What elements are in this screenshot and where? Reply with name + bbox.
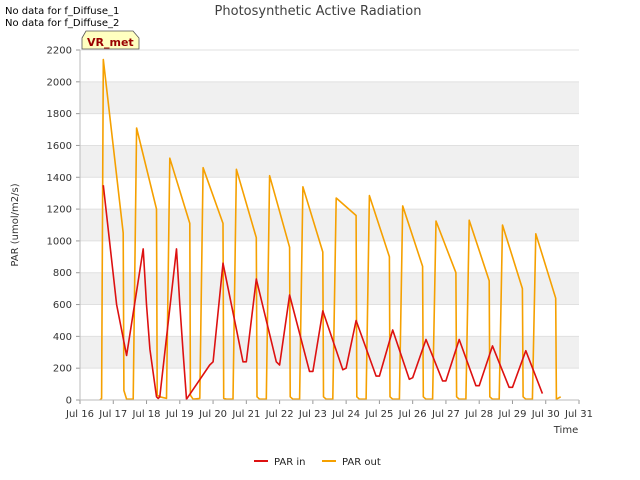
series-line-par-in	[102, 185, 544, 401]
band	[80, 81, 579, 114]
y-tick-label: 2000	[47, 77, 72, 88]
x-tick-label: Jul 26	[398, 409, 427, 420]
y-tick-label: 200	[53, 364, 72, 375]
band	[80, 145, 579, 178]
x-tick-label: Jul 17	[98, 409, 127, 420]
band	[80, 209, 579, 241]
x-tick-label: Jul 27	[431, 409, 460, 420]
background-bands	[80, 81, 579, 369]
series-lines	[99, 58, 562, 401]
y-axis-label: PAR (umol/m2/s)	[10, 183, 21, 266]
band	[80, 336, 579, 369]
y-tick-label: 400	[53, 332, 72, 343]
legend-par-in-label: PAR in	[274, 457, 305, 468]
series-line-par-out	[99, 58, 562, 401]
x-tick-label: Jul 28	[464, 409, 493, 420]
x-tick-label: Jul 20	[198, 409, 227, 420]
y-axis-ticks: 0 200 400 600 800 1000 1200 1400 1600 1800 2000 220…	[47, 46, 80, 407]
note-diffuse-1: No data for f_Diffuse_1	[5, 6, 120, 17]
y-tick-label: 800	[53, 268, 72, 279]
x-tick-label: Jul 23	[298, 409, 327, 420]
vr-met-annotation: VR_met	[81, 30, 140, 50]
x-tick-label: Jul 29	[497, 409, 526, 420]
y-tick-label: 0	[66, 396, 72, 407]
y-tick-label: 1600	[47, 141, 72, 152]
y-tick-label: 1000	[47, 236, 72, 247]
x-tick-label: Jul 31	[564, 409, 593, 420]
y-tick-label: 2200	[47, 46, 72, 57]
y-gridlines	[80, 49, 579, 401]
y-tick-label: 1200	[47, 205, 72, 216]
x-tick-label: Jul 30	[531, 409, 560, 420]
x-tick-label: Jul 22	[265, 409, 294, 420]
legend-par-out-label: PAR out	[342, 457, 381, 468]
x-tick-label: Jul 16	[65, 409, 94, 420]
x-tick-label: Jul 24	[331, 409, 360, 420]
band	[80, 272, 579, 305]
x-tick-label: Jul 18	[132, 409, 161, 420]
x-tick-label: Jul 25	[364, 409, 393, 420]
annotation-label: VR_met	[87, 36, 134, 49]
chart-title: Photosynthetic Active Radiation	[215, 4, 422, 19]
x-tick-label: Jul 19	[165, 409, 194, 420]
y-tick-label: 1800	[47, 109, 72, 120]
note-diffuse-2: No data for f_Diffuse_2	[5, 18, 120, 29]
y-tick-label: 600	[53, 300, 72, 311]
x-axis-label: Time	[553, 425, 578, 436]
no-data-notes: No data for f_Diffuse_1 No data for f_Di…	[5, 6, 119, 30]
legend: PAR in PAR out	[254, 457, 381, 468]
y-tick-label: 1400	[47, 173, 72, 184]
annotation-box	[81, 30, 140, 50]
x-axis-ticks: Jul 16 Jul 17 Jul 18 Jul 19 Jul 20 Jul 21 Jul …	[65, 400, 593, 420]
x-tick-label: Jul 21	[231, 409, 260, 420]
